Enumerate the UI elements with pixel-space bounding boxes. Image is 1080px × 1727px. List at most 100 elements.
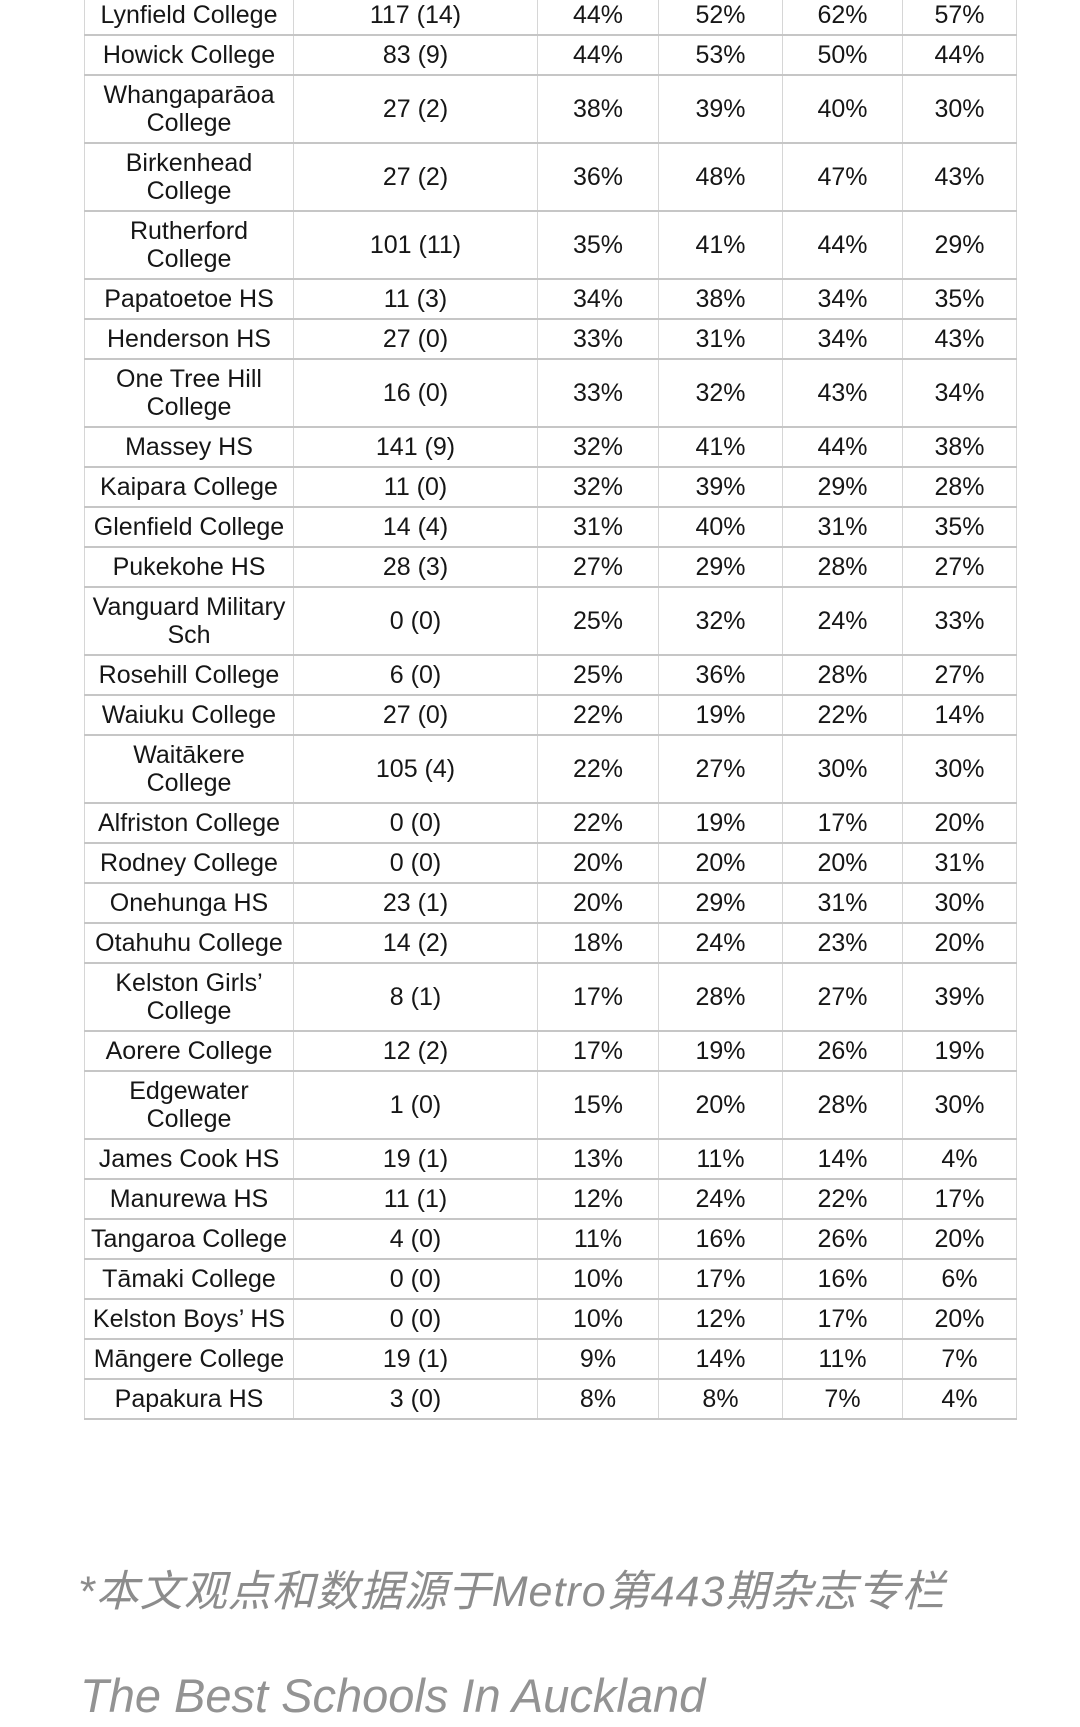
school-name-cell: Glenfield College — [84, 506, 294, 548]
percent-cell: 26% — [782, 1218, 903, 1260]
percent-cell: 22% — [782, 694, 903, 736]
count-cell: 1 (0) — [293, 1070, 538, 1140]
percent-cell: 4% — [902, 1138, 1017, 1180]
table-row: Henderson HS 27 (0) 33% 31% 34% 43% — [84, 318, 1017, 360]
percent-cell: 24% — [782, 586, 903, 656]
table-row: Pukekohe HS 28 (3) 27% 29% 28% 27% — [84, 546, 1017, 588]
percent-cell: 53% — [658, 34, 783, 76]
percent-cell: 11% — [537, 1218, 659, 1260]
table-row: Papakura HS 3 (0) 8% 8% 7% 4% — [84, 1378, 1017, 1420]
percent-cell: 28% — [658, 962, 783, 1032]
schools-table: Lynfield College 117 (14) 44% 52% 62% 57% Howi… — [84, 0, 1017, 1420]
percent-cell: 22% — [782, 1178, 903, 1220]
table-row: One Tree Hill College 16 (0) 33% 32% 43% 34% — [84, 358, 1017, 428]
school-name-cell: Kelston Girls’ College — [84, 962, 294, 1032]
count-cell: 0 (0) — [293, 1258, 538, 1300]
percent-cell: 34% — [537, 278, 659, 320]
table-row: Manurewa HS 11 (1) 12% 24% 22% 17% — [84, 1178, 1017, 1220]
percent-cell: 20% — [537, 882, 659, 924]
percent-cell: 43% — [782, 358, 903, 428]
percent-cell: 52% — [658, 0, 783, 36]
percent-cell: 32% — [537, 466, 659, 508]
percent-cell: 23% — [782, 922, 903, 964]
school-name-cell: Papatoetoe HS — [84, 278, 294, 320]
school-name-cell: Howick College — [84, 34, 294, 76]
percent-cell: 8% — [537, 1378, 659, 1420]
count-cell: 8 (1) — [293, 962, 538, 1032]
percent-cell: 10% — [537, 1258, 659, 1300]
percent-cell: 35% — [537, 210, 659, 280]
table-row: Rosehill College 6 (0) 25% 36% 28% 27% — [84, 654, 1017, 696]
percent-cell: 17% — [537, 1030, 659, 1072]
school-name-cell: Rosehill College — [84, 654, 294, 696]
percent-cell: 39% — [658, 466, 783, 508]
count-cell: 28 (3) — [293, 546, 538, 588]
percent-cell: 43% — [902, 142, 1017, 212]
percent-cell: 38% — [658, 278, 783, 320]
percent-cell: 12% — [537, 1178, 659, 1220]
percent-cell: 8% — [658, 1378, 783, 1420]
percent-cell: 20% — [902, 1298, 1017, 1340]
percent-cell: 29% — [658, 546, 783, 588]
percent-cell: 17% — [782, 1298, 903, 1340]
percent-cell: 29% — [902, 210, 1017, 280]
school-name-cell: James Cook HS — [84, 1138, 294, 1180]
percent-cell: 26% — [782, 1030, 903, 1072]
table-row: Aorere College 12 (2) 17% 19% 26% 19% — [84, 1030, 1017, 1072]
school-name-cell: Lynfield College — [84, 0, 294, 36]
count-cell: 83 (9) — [293, 34, 538, 76]
count-cell: 117 (14) — [293, 0, 538, 36]
percent-cell: 39% — [902, 962, 1017, 1032]
percent-cell: 44% — [902, 34, 1017, 76]
school-name-cell: Otahuhu College — [84, 922, 294, 964]
table-row: Papatoetoe HS 11 (3) 34% 38% 34% 35% — [84, 278, 1017, 320]
percent-cell: 36% — [537, 142, 659, 212]
percent-cell: 28% — [782, 654, 903, 696]
table-row: Waitākere College 105 (4) 22% 27% 30% 30% — [84, 734, 1017, 804]
percent-cell: 31% — [537, 506, 659, 548]
percent-cell: 40% — [658, 506, 783, 548]
count-cell: 0 (0) — [293, 802, 538, 844]
percent-cell: 27% — [782, 962, 903, 1032]
percent-cell: 18% — [537, 922, 659, 964]
percent-cell: 32% — [537, 426, 659, 468]
percent-cell: 7% — [782, 1378, 903, 1420]
table-row: Otahuhu College 14 (2) 18% 24% 23% 20% — [84, 922, 1017, 964]
percent-cell: 40% — [782, 74, 903, 144]
percent-cell: 17% — [902, 1178, 1017, 1220]
table-row: Edgewater College 1 (0) 15% 20% 28% 30% — [84, 1070, 1017, 1140]
percent-cell: 22% — [537, 694, 659, 736]
school-name-cell: Massey HS — [84, 426, 294, 468]
percent-cell: 32% — [658, 586, 783, 656]
percent-cell: 33% — [537, 358, 659, 428]
percent-cell: 43% — [902, 318, 1017, 360]
school-name-cell: Rodney College — [84, 842, 294, 884]
percent-cell: 17% — [782, 802, 903, 844]
schools-table-body: Lynfield College 117 (14) 44% 52% 62% 57% Howi… — [84, 0, 1017, 1420]
percent-cell: 24% — [658, 922, 783, 964]
percent-cell: 27% — [537, 546, 659, 588]
count-cell: 3 (0) — [293, 1378, 538, 1420]
percent-cell: 44% — [537, 34, 659, 76]
count-cell: 23 (1) — [293, 882, 538, 924]
school-name-cell: Birkenhead College — [84, 142, 294, 212]
percent-cell: 7% — [902, 1338, 1017, 1380]
percent-cell: 27% — [658, 734, 783, 804]
percent-cell: 31% — [658, 318, 783, 360]
table-row: Alfriston College 0 (0) 22% 19% 17% 20% — [84, 802, 1017, 844]
table-row: Waiuku College 27 (0) 22% 19% 22% 14% — [84, 694, 1017, 736]
percent-cell: 28% — [902, 466, 1017, 508]
count-cell: 16 (0) — [293, 358, 538, 428]
percent-cell: 27% — [902, 546, 1017, 588]
source-note: *本文观点和数据源于Metro第443期杂志专栏 — [78, 1568, 946, 1616]
percent-cell: 33% — [902, 586, 1017, 656]
count-cell: 19 (1) — [293, 1138, 538, 1180]
table-row: Māngere College 19 (1) 9% 14% 11% 7% — [84, 1338, 1017, 1380]
percent-cell: 20% — [658, 842, 783, 884]
percent-cell: 62% — [782, 0, 903, 36]
count-cell: 101 (11) — [293, 210, 538, 280]
percent-cell: 13% — [537, 1138, 659, 1180]
percent-cell: 25% — [537, 654, 659, 696]
table-row: Kelston Girls’ College 8 (1) 17% 28% 27% 39% — [84, 962, 1017, 1032]
percent-cell: 44% — [537, 0, 659, 36]
